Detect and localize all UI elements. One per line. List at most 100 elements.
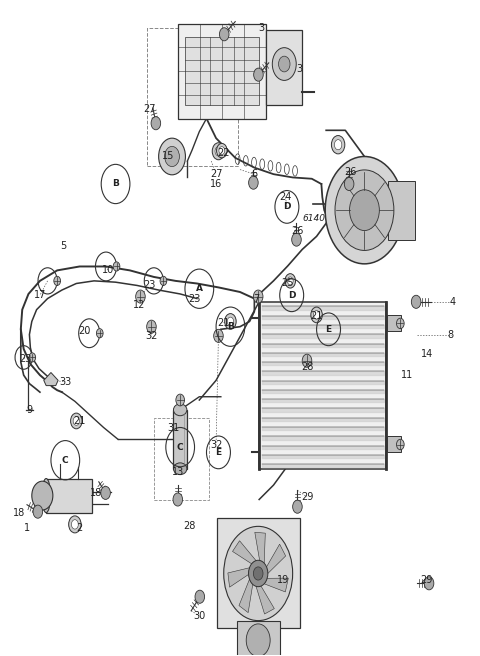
- Bar: [46, 479, 92, 512]
- Text: B: B: [227, 322, 234, 331]
- Circle shape: [396, 440, 404, 450]
- Circle shape: [325, 157, 404, 264]
- Text: 29: 29: [301, 492, 313, 502]
- Bar: [388, 180, 416, 239]
- Polygon shape: [232, 541, 256, 564]
- Circle shape: [214, 329, 223, 342]
- Circle shape: [411, 295, 421, 308]
- Ellipse shape: [173, 463, 187, 475]
- Text: 21: 21: [73, 416, 86, 426]
- Polygon shape: [228, 567, 250, 587]
- Text: 8: 8: [447, 329, 454, 340]
- Circle shape: [29, 353, 36, 362]
- Text: 6: 6: [252, 169, 257, 179]
- Circle shape: [302, 354, 312, 367]
- Circle shape: [424, 577, 434, 590]
- Circle shape: [349, 190, 379, 230]
- Bar: [259, 302, 386, 469]
- Text: 12: 12: [133, 300, 145, 310]
- Circle shape: [212, 143, 225, 160]
- Circle shape: [396, 318, 404, 329]
- Circle shape: [293, 500, 302, 513]
- Circle shape: [335, 140, 342, 150]
- Text: 3: 3: [258, 23, 264, 33]
- Polygon shape: [255, 532, 265, 563]
- Circle shape: [272, 48, 296, 81]
- Circle shape: [173, 493, 182, 506]
- Text: 21: 21: [217, 318, 229, 328]
- Text: 15: 15: [162, 152, 174, 161]
- Text: 21: 21: [311, 311, 323, 321]
- Circle shape: [311, 307, 323, 323]
- Text: 16: 16: [210, 179, 222, 189]
- Text: 20: 20: [78, 326, 91, 337]
- Text: 24: 24: [279, 192, 292, 202]
- Text: 1: 1: [24, 523, 30, 533]
- Polygon shape: [44, 373, 58, 386]
- Circle shape: [227, 317, 234, 326]
- Text: 27: 27: [143, 104, 156, 113]
- Text: C: C: [62, 456, 69, 464]
- Text: 11: 11: [401, 370, 414, 380]
- Text: 26: 26: [344, 167, 356, 177]
- Circle shape: [285, 274, 296, 288]
- Circle shape: [54, 276, 60, 285]
- Circle shape: [158, 138, 185, 174]
- Circle shape: [331, 136, 345, 154]
- Bar: [178, 24, 266, 119]
- Bar: [185, 37, 259, 106]
- Bar: [237, 621, 280, 656]
- Text: 9: 9: [26, 405, 33, 415]
- Circle shape: [73, 417, 80, 425]
- Circle shape: [101, 486, 110, 499]
- Text: 26: 26: [291, 226, 304, 236]
- Text: 14: 14: [420, 349, 433, 359]
- Text: 6140: 6140: [302, 213, 325, 222]
- Circle shape: [113, 262, 120, 271]
- Circle shape: [224, 526, 293, 621]
- Text: 13: 13: [172, 467, 184, 477]
- Circle shape: [288, 277, 293, 285]
- Text: 18: 18: [90, 488, 103, 498]
- Circle shape: [249, 176, 258, 189]
- Text: E: E: [216, 448, 222, 457]
- Ellipse shape: [173, 404, 187, 416]
- Text: 23: 23: [19, 354, 32, 365]
- Polygon shape: [264, 578, 288, 592]
- Text: 29: 29: [420, 575, 433, 585]
- Text: D: D: [288, 291, 295, 300]
- Text: 33: 33: [59, 377, 72, 386]
- Circle shape: [253, 567, 263, 580]
- Circle shape: [69, 516, 81, 533]
- Text: 17: 17: [34, 290, 46, 300]
- Text: 18: 18: [13, 508, 25, 518]
- Circle shape: [136, 290, 145, 303]
- Text: 23: 23: [143, 281, 155, 291]
- Text: 7: 7: [253, 293, 260, 304]
- Bar: [387, 315, 401, 331]
- Text: 28: 28: [183, 521, 196, 531]
- Circle shape: [219, 28, 229, 41]
- Circle shape: [32, 482, 53, 510]
- Text: C: C: [177, 443, 183, 451]
- Circle shape: [292, 233, 301, 246]
- Polygon shape: [239, 579, 253, 613]
- Bar: [266, 30, 302, 106]
- Bar: [154, 418, 209, 499]
- Circle shape: [246, 624, 270, 656]
- Text: E: E: [325, 325, 332, 334]
- Text: 5: 5: [60, 241, 66, 251]
- Circle shape: [215, 146, 222, 156]
- Circle shape: [195, 590, 204, 604]
- Text: 23: 23: [188, 293, 201, 304]
- Circle shape: [165, 146, 180, 167]
- Text: 10: 10: [102, 266, 115, 276]
- Circle shape: [147, 320, 156, 333]
- Circle shape: [344, 177, 354, 190]
- Text: 32: 32: [145, 331, 157, 341]
- Text: D: D: [283, 203, 291, 211]
- Ellipse shape: [42, 479, 50, 512]
- Text: B: B: [112, 180, 119, 188]
- Circle shape: [278, 56, 290, 72]
- Circle shape: [313, 310, 320, 319]
